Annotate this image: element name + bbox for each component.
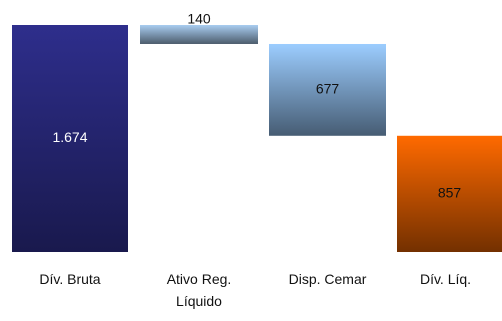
bar [12, 25, 128, 252]
bar [269, 43, 386, 136]
data-label: 1.674 [52, 129, 87, 145]
x-tick-label: Dív. Líq. [419, 271, 472, 287]
bar [397, 135, 502, 252]
bar [140, 25, 258, 44]
data-label: 677 [316, 81, 340, 97]
data-label: 140 [187, 11, 211, 27]
x-tick-label: Dív. Bruta [39, 271, 101, 287]
data-label: 857 [438, 185, 462, 201]
x-tick-label: Disp. Cemar [288, 271, 367, 287]
x-tick-label: Ativo Reg. Líquido [166, 271, 232, 309]
